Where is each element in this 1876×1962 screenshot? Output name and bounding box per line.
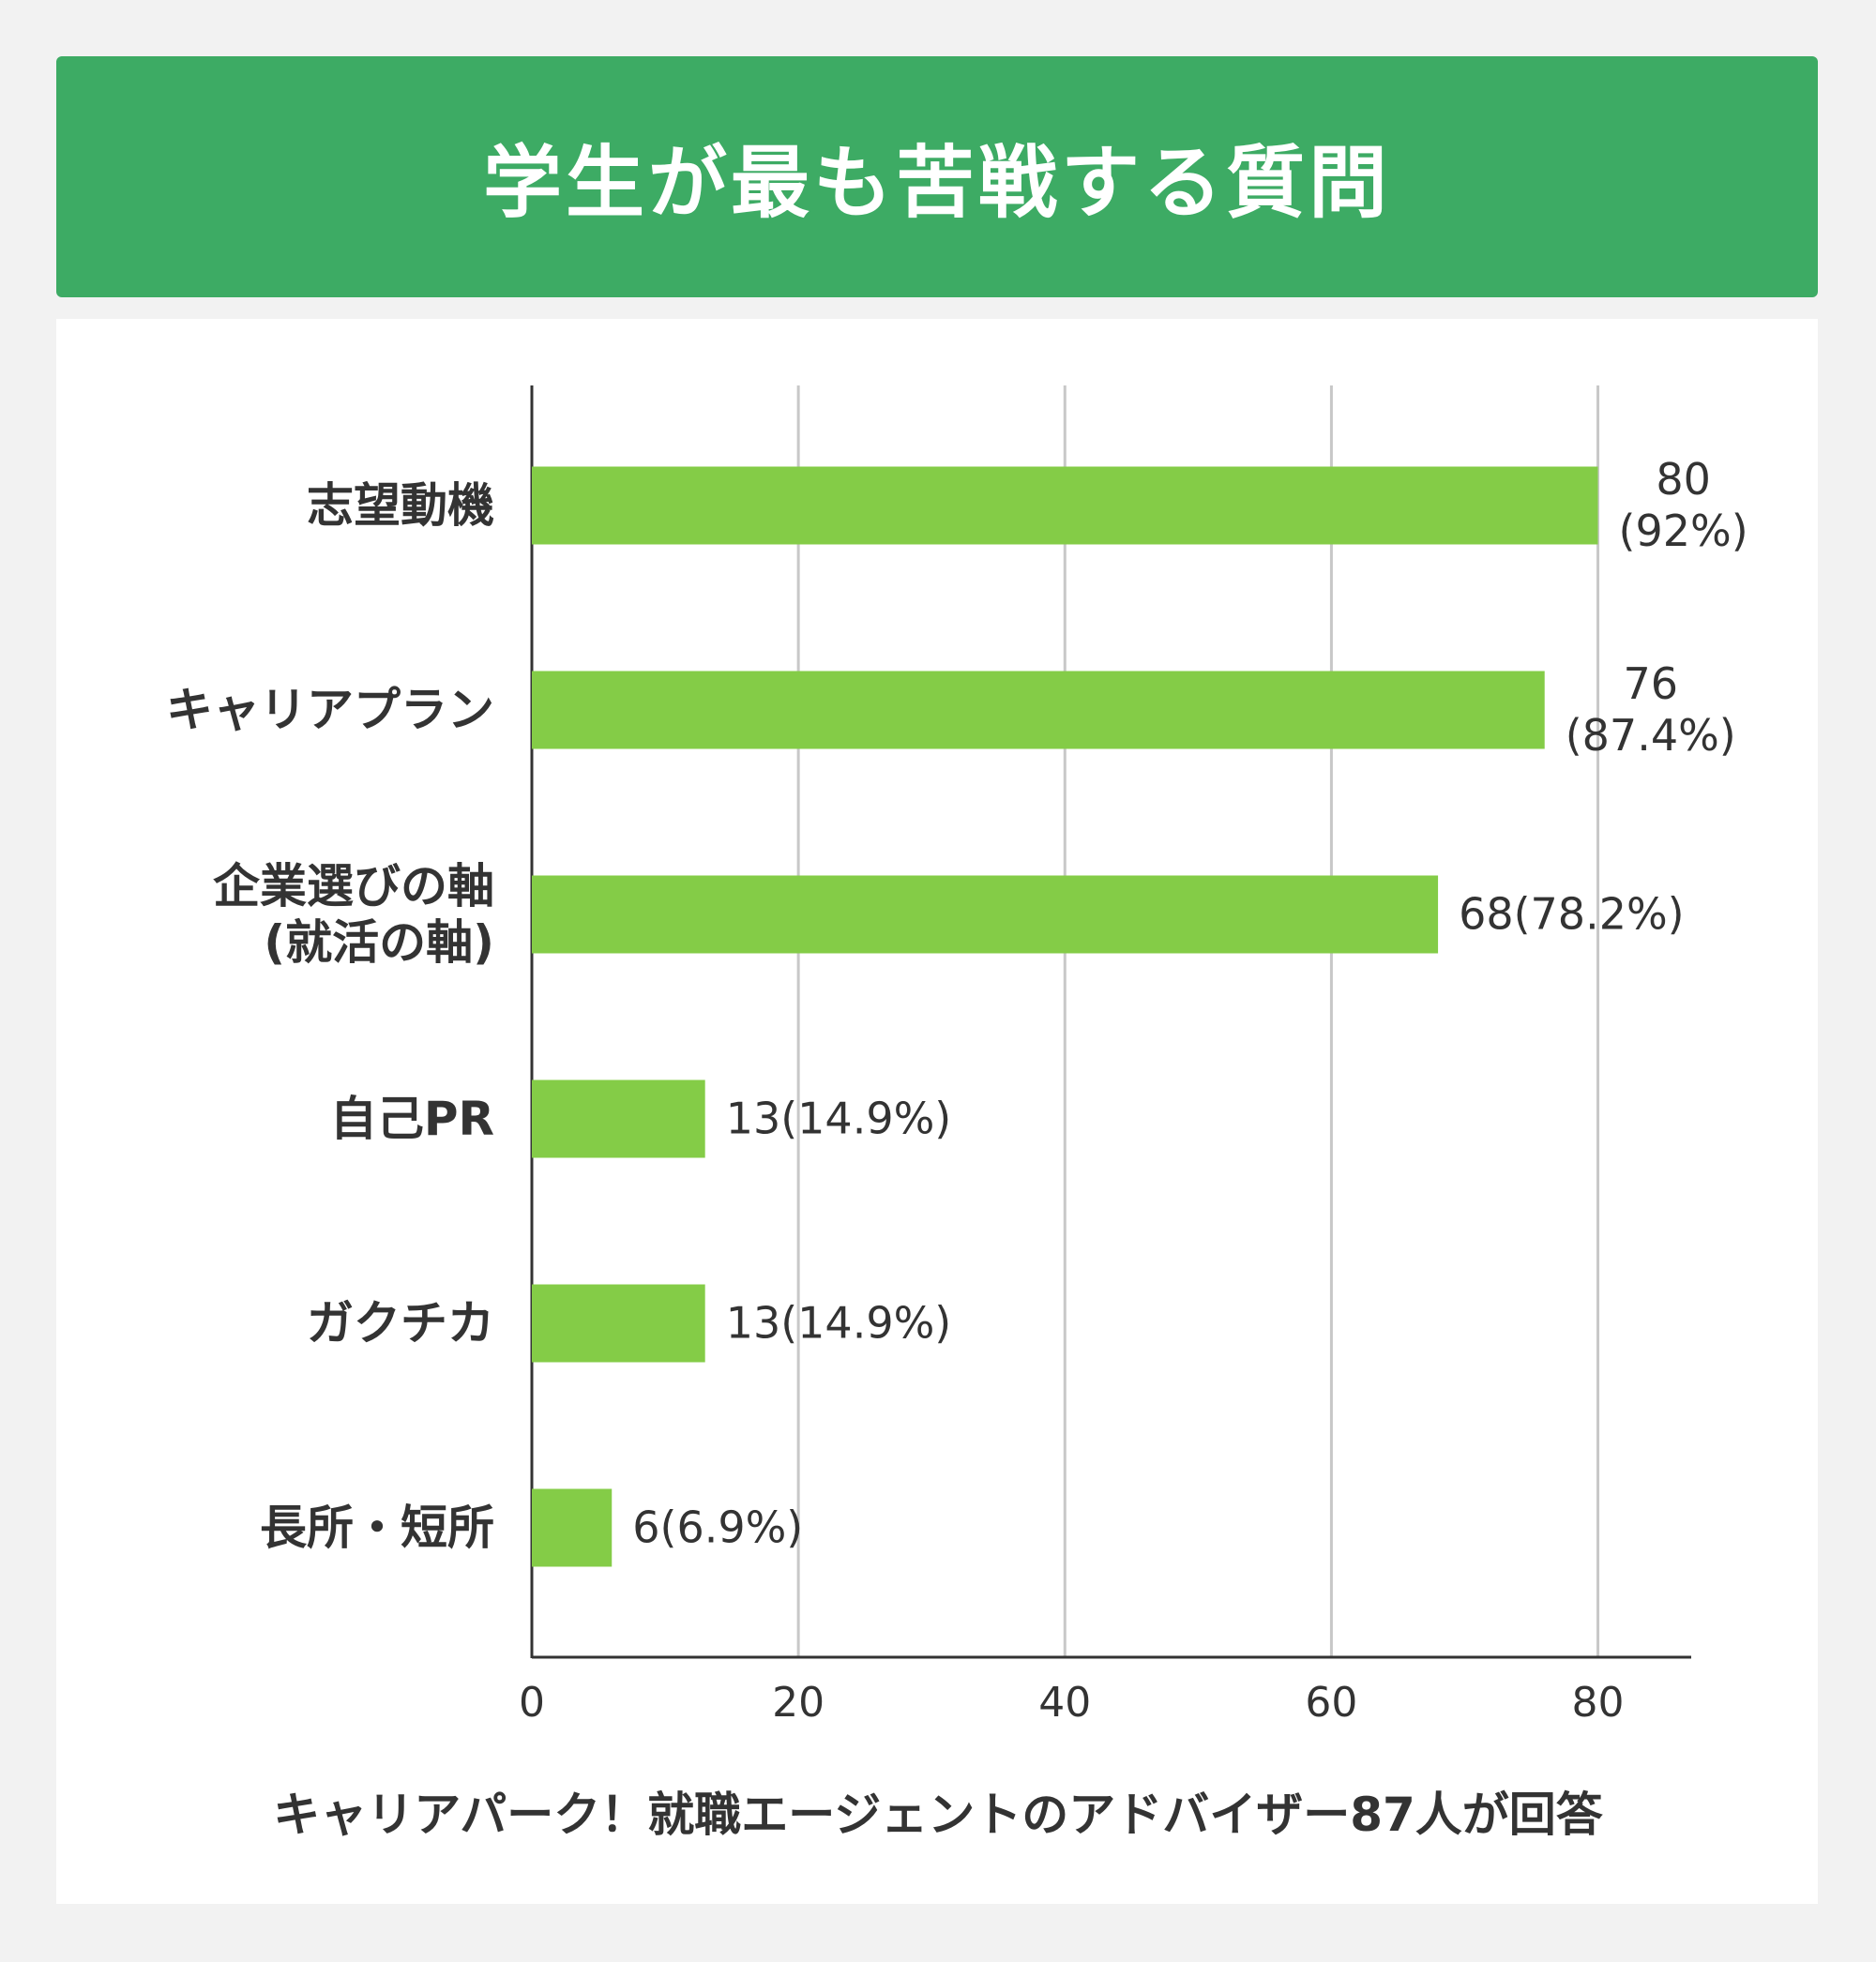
x-tick-label: 40: [1038, 1679, 1092, 1727]
chart-note: キャリアパーク！就職エージェントのアドバイザー87人が回答: [273, 1788, 1603, 1842]
panel: [56, 319, 1818, 1904]
chart-title: 学生が最も苦戦する質問: [56, 56, 1818, 297]
bar: [532, 875, 1439, 954]
x-tick-label: 0: [519, 1679, 545, 1727]
category-label: 企業選びの軸 (就活の軸): [213, 859, 494, 970]
bar: [532, 466, 1598, 545]
x-tick-label: 60: [1305, 1679, 1358, 1727]
value-label: 13(14.9%): [725, 1297, 952, 1349]
value-label: 68(78.2%): [1459, 888, 1685, 940]
x-tick-label: 20: [772, 1679, 825, 1727]
x-tick-label: 80: [1571, 1679, 1625, 1727]
bar: [532, 1488, 613, 1567]
category-label: 自己PR: [329, 1092, 494, 1146]
bar: [532, 1079, 705, 1158]
category-label: 志望動機: [307, 478, 494, 533]
category-label: キャリアプラン: [166, 683, 494, 737]
value-label: 76 (87.4%): [1565, 657, 1736, 761]
value-label: 80 (92%): [1618, 453, 1748, 556]
value-label: 13(14.9%): [725, 1093, 952, 1144]
bar: [532, 671, 1545, 749]
category-label: ガクチカ: [307, 1296, 494, 1351]
value-label: 6(6.9%): [632, 1502, 804, 1553]
category-label: 長所・短所: [260, 1501, 494, 1555]
bar: [532, 1284, 705, 1363]
